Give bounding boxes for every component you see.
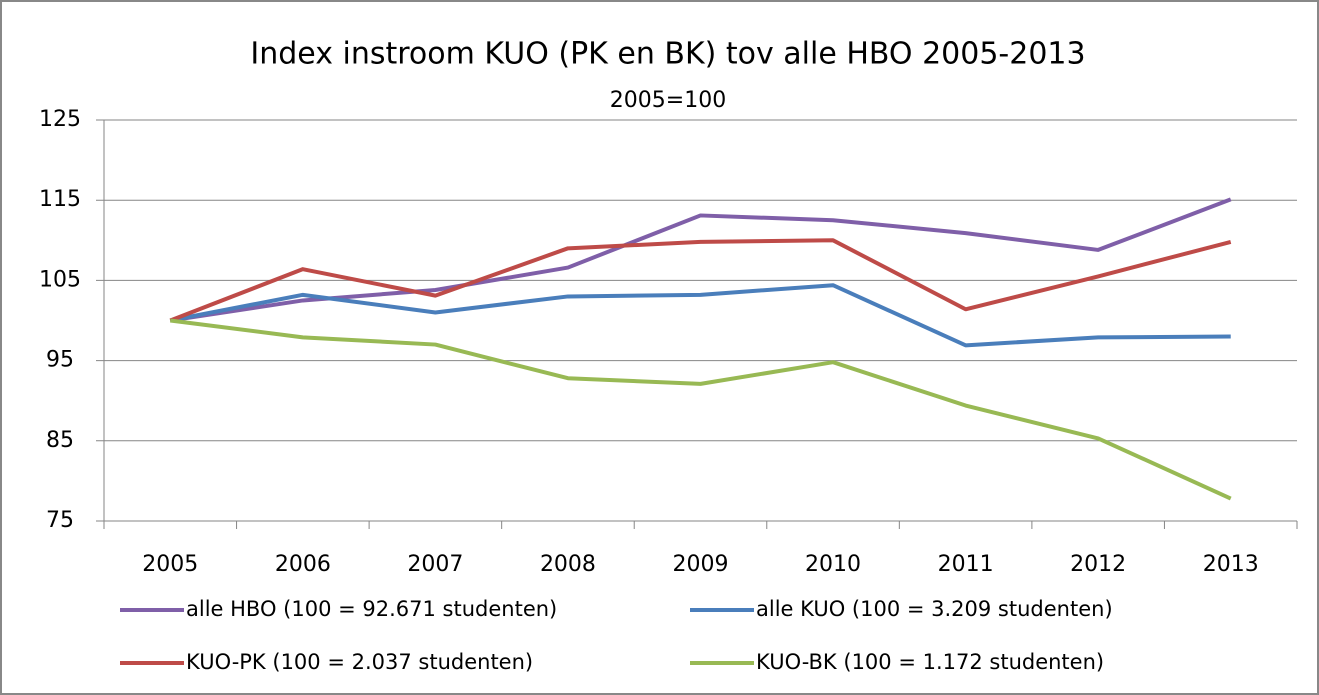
chart-title: Index instroom KUO (PK en BK) tov alle H… <box>250 37 1085 72</box>
series-line <box>169 197 1232 323</box>
legend-label: alle HBO (100 = 92.671 studenten) <box>186 597 557 621</box>
x-tick-label: 2012 <box>1070 552 1126 577</box>
y-tick-label: 85 <box>46 428 74 453</box>
series-line <box>170 318 1232 501</box>
x-tick-label: 2006 <box>275 552 331 577</box>
x-tick-label: 2010 <box>805 552 861 577</box>
chart-subtitle: 2005=100 <box>610 88 726 113</box>
legend-label: KUO-BK (100 = 1.172 studenten) <box>756 650 1104 674</box>
x-tick-label: 2005 <box>142 552 198 577</box>
legend-label: KUO-PK (100 = 2.037 studenten) <box>186 650 533 674</box>
x-tick-label: 2007 <box>407 552 463 577</box>
x-tick-label: 2009 <box>673 552 729 577</box>
y-tick-label: 115 <box>39 187 81 212</box>
legend-label: alle KUO (100 = 3.209 studenten) <box>756 597 1113 621</box>
x-tick-label: 2011 <box>938 552 994 577</box>
x-tick-label: 2008 <box>540 552 596 577</box>
series-line <box>169 238 1232 323</box>
series-line <box>169 283 1231 348</box>
y-tick-label: 95 <box>46 348 74 373</box>
y-tick-label: 75 <box>46 508 74 533</box>
x-tick-label: 2013 <box>1203 552 1259 577</box>
y-tick-label: 125 <box>39 107 81 132</box>
y-tick-label: 105 <box>39 267 81 292</box>
